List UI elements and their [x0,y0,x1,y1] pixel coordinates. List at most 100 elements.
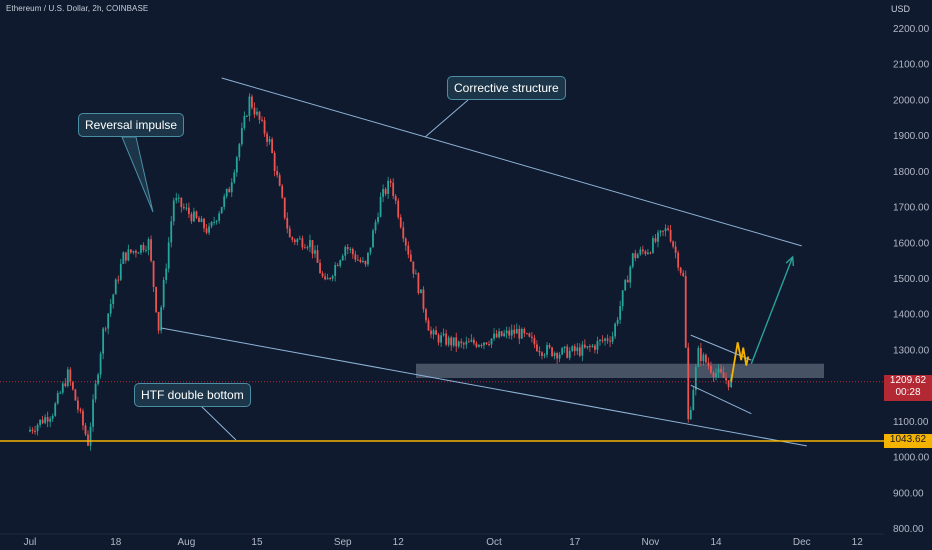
y-tick-label: 1800.00 [893,167,930,178]
candle-body [142,244,145,251]
candle-body [467,341,470,343]
upper-channel-line [221,77,802,247]
candle-body [518,328,521,339]
target-arrow-line [750,256,794,364]
candle-body [629,266,632,283]
candle-body [230,182,233,193]
candle-body [117,279,120,281]
candle-body [525,333,528,335]
projected-path [730,342,750,382]
candle-body [243,116,246,128]
candle-body [425,309,427,321]
candle-body [248,96,251,116]
candle-body [135,251,137,253]
candle-body [89,426,92,446]
candle-body [394,195,397,201]
candle-body [624,279,627,291]
candle-body [445,333,448,345]
candle-body [324,276,326,280]
y-tick-label: 1300.00 [893,345,930,356]
candle-body [649,252,652,254]
candle-body [170,221,173,243]
candle-body [440,335,442,343]
candle-body [233,172,236,183]
candle-body [296,239,299,243]
candle-body [659,230,662,233]
y-tick-label: 900.00 [893,488,924,499]
candle-body [571,346,574,351]
candle-body [404,238,407,246]
callout-pointer-reversal [121,136,154,213]
candle-body [119,263,122,280]
candle-body [331,276,334,279]
support-price-value: 1043.62 [889,434,927,445]
candle-body [583,344,586,348]
candle-body [601,339,604,341]
candle-body [384,188,387,194]
candle-body [717,368,720,373]
candle-body [495,333,498,338]
candle-body [258,111,261,120]
candle-body [372,230,374,248]
candle-body [253,107,256,115]
candle-body [182,207,185,209]
x-tick-label: 12 [852,537,864,548]
candle-body [238,144,241,158]
candle-body [61,383,64,393]
candle-body [679,267,682,273]
candle-body [104,328,107,330]
candle-body [326,277,329,280]
candle-body [399,217,402,228]
candle-body [483,342,485,346]
candle-body [707,362,710,366]
candle-body [193,211,195,222]
candle-body [715,372,717,378]
candle-body [77,400,79,410]
candle-body [362,261,364,263]
candle-body [422,289,425,310]
candle-body [515,328,518,334]
candle-body [657,232,659,242]
candle-body [140,244,142,253]
x-tick-label: Aug [177,537,195,548]
candle-body [278,175,281,186]
candle-body [697,348,700,367]
y-tick-label: 1100.00 [893,417,929,428]
y-tick-label: 1600.00 [893,238,930,249]
candle-body [702,354,705,362]
candle-body [513,329,516,334]
candle-body [187,207,190,214]
candle-body [573,346,576,352]
candle-body [311,240,314,254]
candle-body [319,262,321,274]
candle-body [699,348,702,362]
candle-body [109,304,112,314]
candle-body [203,218,205,229]
candle-body [551,347,553,357]
candle-body [523,328,526,334]
candle-body [301,238,304,248]
candle-body [349,249,352,251]
x-tick-label: 15 [251,537,263,548]
candle-body [480,345,483,347]
candle-body [528,333,531,337]
candle-body [475,343,478,347]
candle-body [546,345,548,355]
candle-body [682,272,685,276]
current-price-tag: 1209.62 00:28 [884,375,932,401]
candle-body [51,415,54,419]
candle-body [730,378,733,388]
candle-body [664,228,667,232]
candle-body [705,354,707,363]
candle-body [66,369,69,387]
candle-body [389,180,392,183]
candle-body [538,351,541,353]
candle-body [200,218,203,223]
y-tick-label: 2200.00 [893,24,930,35]
candle-body [298,238,301,240]
currency-label: USD [891,4,911,14]
candle-body [172,200,175,222]
y-tick-label: 1700.00 [893,203,930,214]
